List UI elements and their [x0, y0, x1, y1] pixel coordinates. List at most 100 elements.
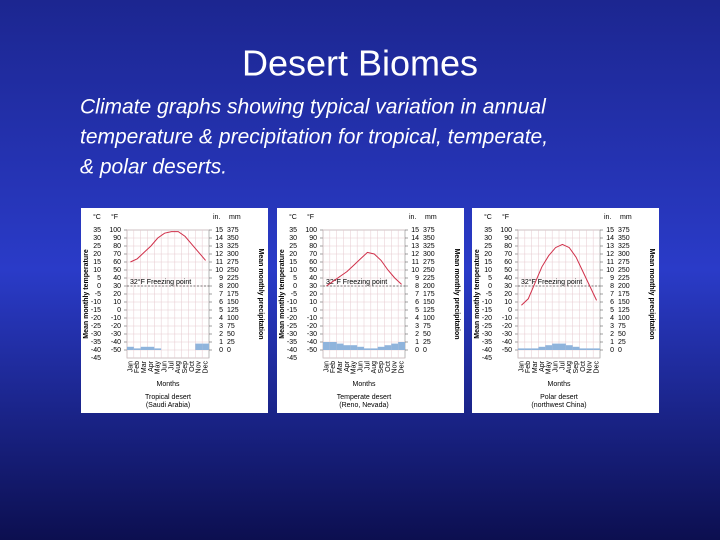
y-tick-label: -45: [482, 355, 492, 362]
y-tick-label: -20: [111, 323, 121, 330]
x-axis-label: Months: [353, 381, 376, 388]
y-tick-label: 100: [109, 227, 121, 234]
x-tick-label: Oct: [385, 361, 392, 372]
precip-bar: [384, 345, 392, 350]
y-tick-label: -40: [482, 347, 492, 354]
y-tick-label: 35: [289, 227, 297, 234]
x-tick-label: Dec: [398, 361, 405, 374]
y2-tick-label: 15: [411, 227, 419, 234]
precip-bar: [552, 343, 559, 350]
unit-label: mm: [620, 214, 632, 221]
y-tick-label: 0: [508, 307, 512, 314]
y-tick-label: -10: [482, 299, 492, 306]
y2-tick-label: 0: [423, 347, 427, 354]
y-tick-label: 5: [97, 275, 101, 282]
x-tick-label: Jan: [518, 361, 525, 372]
y2-tick-label: 1: [219, 339, 223, 346]
y-tick-label: 20: [93, 251, 101, 258]
body-line: Climate graphs showing typical variation…: [80, 96, 547, 119]
y-tick-label: 0: [97, 283, 101, 290]
y-tick-label: 20: [309, 291, 317, 298]
y2-tick-label: 150: [618, 299, 630, 306]
caption: Temperate desert: [337, 394, 392, 401]
y2-tick-label: 2: [219, 331, 223, 338]
y-tick-label: -5: [291, 291, 297, 298]
precip-bar: [391, 343, 399, 350]
y-tick-label: 20: [289, 251, 297, 258]
precip-bar: [370, 348, 378, 350]
y2-axis-label: Mean monthly precipitation: [453, 248, 460, 339]
y2-tick-label: 7: [219, 291, 223, 298]
y2-tick-label: 300: [227, 251, 239, 258]
y2-tick-label: 4: [610, 315, 614, 322]
y2-tick-label: 25: [618, 339, 626, 346]
caption-location: (northwest China): [531, 402, 586, 409]
precip-bar: [559, 343, 566, 350]
y-tick-label: 70: [309, 251, 317, 258]
y-tick-label: -30: [307, 331, 317, 338]
y2-tick-label: 13: [606, 243, 614, 250]
y-tick-label: -30: [91, 331, 101, 338]
precip-bar: [579, 348, 587, 350]
y-tick-label: -40: [91, 347, 101, 354]
y-tick-label: -10: [307, 315, 317, 322]
precip-bar: [518, 348, 525, 350]
y2-tick-label: 375: [423, 227, 435, 234]
x-tick-label: Dec: [202, 361, 209, 374]
unit-label: in.: [604, 214, 611, 221]
y2-tick-label: 7: [610, 291, 614, 298]
caption-location: (Saudi Arabia): [146, 402, 190, 409]
unit-label: °F: [502, 213, 509, 221]
precip-bar: [524, 348, 532, 350]
y2-tick-label: 100: [618, 315, 630, 322]
precip-bar: [364, 348, 371, 350]
y-tick-label: -20: [502, 323, 512, 330]
precip-bar: [357, 346, 364, 350]
y2-tick-label: 75: [423, 323, 431, 330]
precip-bar: [586, 348, 594, 350]
y2-tick-label: 150: [423, 299, 435, 306]
precip-bar: [154, 348, 162, 350]
y-tick-label: 40: [504, 275, 512, 282]
y-tick-label: 20: [484, 251, 492, 258]
y2-tick-label: 9: [610, 275, 614, 282]
y2-tick-label: 325: [227, 243, 239, 250]
y-tick-label: 40: [113, 275, 121, 282]
y2-tick-label: 5: [219, 307, 223, 314]
y2-tick-label: 200: [227, 283, 239, 290]
x-tick-label: Feb: [330, 361, 337, 373]
precip-bar: [336, 343, 344, 350]
temperature-line: [130, 231, 206, 263]
precip-bar: [343, 345, 351, 350]
y-tick-label: 70: [504, 251, 512, 258]
y-tick-label: -10: [111, 315, 121, 322]
body-line: temperature & precipitation for tropical…: [80, 126, 548, 149]
precip-bar: [593, 348, 600, 350]
y2-tick-label: 350: [423, 235, 435, 242]
y2-tick-label: 3: [610, 323, 614, 330]
y2-tick-label: 225: [423, 275, 435, 282]
y-tick-label: -45: [287, 355, 297, 362]
unit-label: °F: [111, 213, 118, 221]
unit-label: in.: [409, 214, 416, 221]
y2-tick-label: 3: [415, 323, 419, 330]
precip-bar: [350, 345, 358, 350]
y-tick-label: 30: [289, 235, 297, 242]
y-axis-label: Mean monthly temperature: [83, 249, 90, 339]
y2-tick-label: 50: [423, 331, 431, 338]
y-tick-label: -35: [482, 339, 492, 346]
y-tick-label: 80: [504, 243, 512, 250]
y2-tick-label: 175: [227, 291, 239, 298]
y-tick-label: 10: [504, 299, 512, 306]
y-tick-label: -25: [482, 323, 492, 330]
x-tick-label: Nov: [392, 361, 399, 374]
y2-tick-label: 100: [227, 315, 239, 322]
y2-tick-label: 325: [423, 243, 435, 250]
y2-tick-label: 300: [423, 251, 435, 258]
y-tick-label: 30: [93, 235, 101, 242]
y2-tick-label: 12: [606, 251, 614, 258]
y2-tick-label: 0: [219, 347, 223, 354]
y-tick-label: 70: [113, 251, 121, 258]
y-tick-label: -40: [307, 339, 317, 346]
x-tick-label: May: [546, 361, 553, 375]
